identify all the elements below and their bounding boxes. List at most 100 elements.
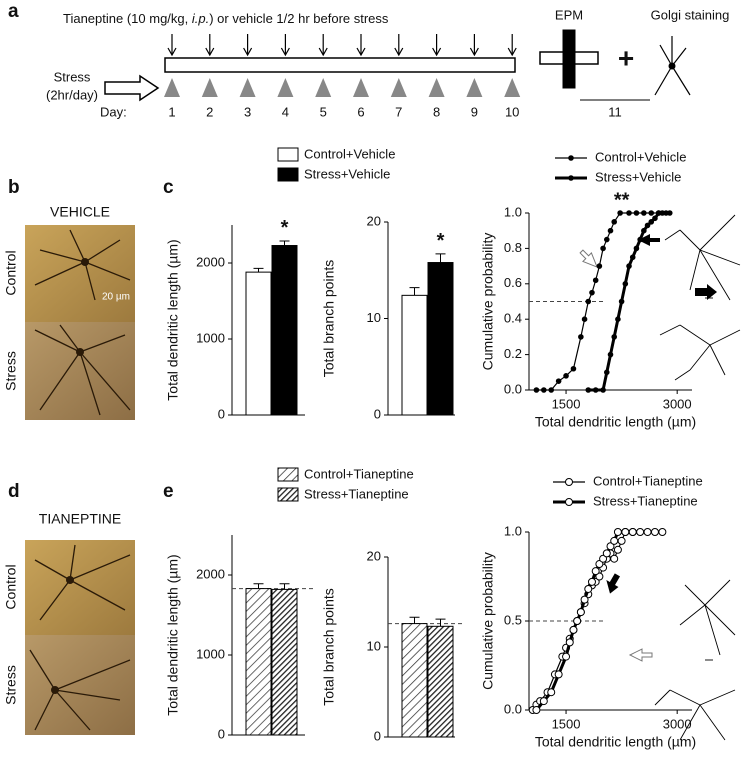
data-point (613, 528, 622, 536)
legend-swatch (277, 167, 299, 182)
data-point (585, 387, 592, 393)
y-tick-label: 0.2 (504, 346, 522, 361)
data-point (643, 528, 652, 536)
data-point (607, 227, 614, 234)
data-point (533, 387, 540, 393)
legend-label: Control+Vehicle (595, 149, 686, 164)
day-marker (201, 78, 218, 97)
down-arrow-head (318, 47, 328, 57)
error-bar (435, 253, 446, 263)
data-point (592, 277, 599, 284)
data-point (615, 316, 621, 323)
data-point (618, 298, 625, 305)
data-point (599, 554, 608, 563)
data-point (659, 210, 666, 216)
y-tick-label: 2000 (196, 566, 225, 581)
data-point (628, 528, 637, 536)
x-axis-label: Total dendritic length (µm) (535, 734, 696, 750)
legend-swatch (277, 487, 299, 502)
legend-label: Stress+Vehicle (304, 166, 390, 181)
day-number: 8 (433, 104, 440, 119)
data-point (650, 528, 659, 536)
day-number: 7 (395, 104, 402, 119)
data-point (610, 536, 619, 545)
data-point (547, 688, 556, 697)
down-arrow-head (205, 47, 215, 57)
day-number: 1 (168, 104, 175, 119)
bar (245, 271, 272, 416)
y-tick-label: 0.0 (504, 381, 522, 396)
day-marker (428, 78, 445, 97)
data-point (584, 584, 593, 593)
y-axis-label: Cumulative probability (480, 552, 496, 690)
significance: * (437, 230, 445, 252)
legend-label: Stress+Vehicle (595, 169, 681, 184)
x-axis-label: Total dendritic length (µm) (535, 414, 696, 430)
micrograph (25, 225, 135, 735)
panel-label: b (8, 177, 20, 198)
y-tick-label: 0 (374, 728, 381, 743)
error-bar (279, 583, 290, 590)
down-arrow-head (356, 47, 366, 57)
bar (271, 245, 298, 416)
data-point (626, 210, 632, 216)
data-point (666, 210, 673, 216)
day-number: 2 (206, 104, 213, 119)
bar (427, 262, 454, 416)
data-point (562, 652, 571, 661)
down-arrow-head (280, 47, 290, 57)
data-point (554, 670, 563, 679)
data-point (648, 210, 655, 216)
y-tick-label: 1000 (196, 330, 225, 345)
y-axis-label: Total dendritic length (µm) (165, 554, 181, 715)
data-point (563, 373, 569, 379)
data-point (602, 549, 611, 558)
down-arrow-head (167, 47, 177, 57)
scale-label: 20 µm (102, 292, 130, 303)
plus-sign: + (618, 42, 634, 73)
down-arrow-head (469, 47, 479, 57)
error-bar (409, 616, 420, 624)
day-marker (239, 78, 256, 97)
data-point (555, 378, 562, 384)
day-marker (315, 78, 332, 97)
day-marker (504, 78, 521, 97)
panel-label: a (8, 1, 19, 22)
data-point (591, 567, 600, 576)
y-tick-label: 10 (367, 310, 381, 325)
bar (245, 588, 272, 736)
day-number: 5 (320, 104, 327, 119)
y-tick-label: 1.0 (504, 204, 522, 219)
day-number: 4 (282, 104, 289, 119)
data-point (626, 263, 632, 269)
data-point (580, 595, 589, 604)
x-tick-label: 3000 (663, 716, 692, 731)
y-tick-label: 0.4 (504, 311, 522, 326)
data-point (573, 617, 582, 625)
x-tick-label: 1500 (552, 396, 581, 411)
treatment-text-part: Tianeptine (10 mg/kg, (63, 11, 192, 26)
data-point (532, 706, 541, 714)
legend-label: Stress+Tianeptine (304, 486, 409, 501)
day-marker (353, 78, 369, 97)
y-tick-label: 0.8 (504, 240, 522, 255)
bar (427, 625, 454, 738)
data-point (611, 219, 618, 225)
micrograph-row-label: Stress (3, 665, 19, 705)
data-point (610, 554, 619, 563)
micrograph-title: VEHICLE (50, 204, 110, 220)
bar (401, 623, 428, 738)
micrograph-row-label: Stress (3, 351, 19, 391)
data-point (611, 334, 618, 340)
data-point (603, 369, 610, 376)
day-label: Day: (100, 104, 127, 119)
down-arrow-head (394, 47, 404, 57)
data-point (589, 289, 595, 296)
y-axis-label: Total branch points (321, 588, 337, 706)
data-point (539, 697, 548, 706)
panel-label: c (163, 177, 174, 198)
data-point (585, 298, 592, 305)
test-day: 11 (608, 104, 622, 119)
data-point (658, 528, 667, 536)
day-number: 9 (471, 104, 478, 119)
